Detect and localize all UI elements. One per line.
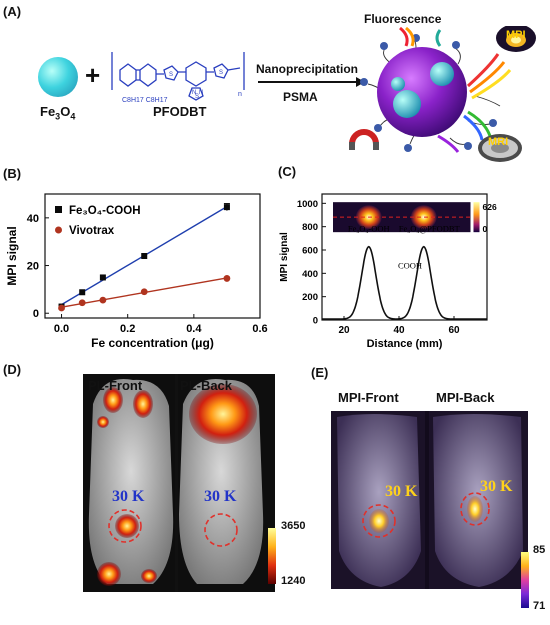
panel-b-chart: 0.0 0.2 0.4 0.6 0 20 40 Fe concentration (μg) MP… <box>5 193 268 350</box>
panel-d-cbar-max: 3650 <box>281 520 306 532</box>
x-tick-label: 0.4 <box>186 323 202 335</box>
peak-annotation: Fe₃O₄-OOH <box>348 223 390 233</box>
panel-b-label: (B) <box>3 166 22 181</box>
plus-sign: + <box>85 60 101 90</box>
x-axis-label: Distance (mm) <box>367 338 443 350</box>
y-tick-label: 200 <box>302 292 318 303</box>
peak-annotation: Fe₃O₄@PFODBT <box>399 223 461 233</box>
y-tick-label: 1000 <box>297 199 318 210</box>
mpi-back-30k: 30 K <box>480 478 513 495</box>
mri-label: MRI <box>488 136 509 148</box>
data-point <box>78 299 86 307</box>
panel-a-label: (A) <box>3 4 22 19</box>
mpi-front-label: MPI-Front <box>338 390 399 405</box>
fe3o4-label: Fe3O4 <box>40 104 76 122</box>
peak-annotation: COOH <box>398 261 422 271</box>
mpi-back-label: MPI-Back <box>436 390 495 405</box>
panel-d-colorbar <box>268 528 276 584</box>
x-tick-label: 20 <box>338 325 350 336</box>
y-tick-label: 0 <box>33 308 39 320</box>
legend-label: Fe₃O₄-COOH <box>69 205 141 217</box>
arrow-bottom-label: PSMA <box>283 90 318 104</box>
pl-front-label: PL-Front <box>88 378 143 393</box>
data-point <box>99 296 107 304</box>
arrow-top-label: Nanoprecipitation <box>256 62 359 76</box>
plot-frame <box>321 193 488 321</box>
data-point <box>140 288 148 296</box>
fe3o4-sphere <box>38 57 78 97</box>
x-axis-label: Fe concentration (μg) <box>91 336 214 350</box>
legend-marker <box>55 206 62 213</box>
polymer-atom-label: S <box>219 70 223 76</box>
y-tick-label: 20 <box>27 261 39 273</box>
y-axis-label: MPI signal <box>5 226 19 285</box>
magnet-icon <box>349 129 379 150</box>
panel-c-label: (C) <box>278 164 297 179</box>
alkyl-chain-label: C8H17 C8H17 <box>122 97 168 104</box>
y-tick-label: 600 <box>302 246 318 257</box>
panel-e-label: (E) <box>311 365 329 380</box>
inset-colorbar <box>473 202 480 233</box>
polymer-atom-label: S <box>169 72 173 78</box>
x-tick-label: 60 <box>448 325 460 336</box>
pfodbt-structure: C8H17 C8H17 S N S N S n <box>111 52 245 104</box>
fluorescence-label: Fluorescence <box>364 12 442 26</box>
panel-e-colorbar <box>521 552 529 608</box>
data-point <box>58 304 65 312</box>
inset-hotspot <box>410 205 437 230</box>
pl-back-label: PL-Back <box>180 378 233 393</box>
inset-colorbar-min: 0 <box>483 224 488 234</box>
data-point <box>79 289 86 296</box>
y-tick-label: 800 <box>302 222 318 233</box>
mpi-profile-line <box>322 245 487 320</box>
y-tick-label: 0 <box>313 316 318 327</box>
pl-back-30k: 30 K <box>204 488 237 505</box>
repeat-unit-n: n <box>238 91 242 98</box>
panel-e-cbar-min: 71 <box>533 600 546 612</box>
data-point <box>99 274 106 281</box>
data-point <box>141 253 148 259</box>
x-tick-label: 0.0 <box>54 323 69 335</box>
nanoparticle-illustration <box>349 26 536 162</box>
legend-label: Vivotrax <box>69 225 115 237</box>
legend-marker <box>55 226 62 234</box>
y-tick-label: 40 <box>27 213 39 225</box>
y-axis-label: MPI signal <box>279 232 290 282</box>
polymer-atom-label: N <box>192 90 196 96</box>
polymer-atom-label: N <box>199 90 203 96</box>
inset-colorbar-max: 626 <box>483 202 497 212</box>
mpi-label: MPI <box>506 29 526 41</box>
polymer-atom-label: S <box>195 94 199 100</box>
panel-e-cbar-max: 85 <box>533 544 546 556</box>
panel-d-image <box>83 374 275 592</box>
panel-e-image <box>331 411 528 589</box>
y-tick-label: 400 <box>302 269 318 280</box>
panel-d-cbar-min: 1240 <box>281 575 306 587</box>
x-tick-label: 0.6 <box>252 323 267 335</box>
pfodbt-label: PFODBT <box>153 104 207 119</box>
x-tick-label: 0.2 <box>120 323 135 335</box>
pl-front-30k: 30 K <box>112 488 145 505</box>
x-tick-label: 40 <box>393 325 405 336</box>
mpi-front-30k: 30 K <box>385 483 418 500</box>
panel-d-label: (D) <box>3 362 22 377</box>
plot-frame <box>44 193 261 319</box>
